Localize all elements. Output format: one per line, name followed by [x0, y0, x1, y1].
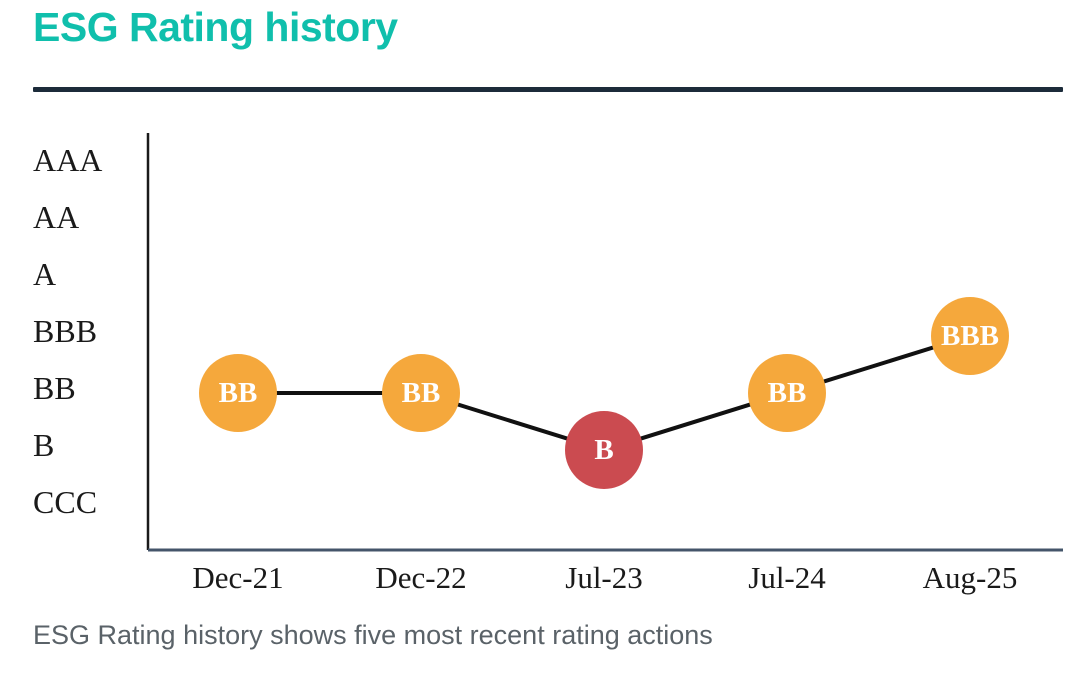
x-axis-label: Jul-24 [748, 560, 826, 595]
rating-point-label: B [594, 434, 613, 466]
x-axis-label: Aug-25 [923, 560, 1018, 595]
y-axis-label: BB [33, 370, 76, 406]
chart-caption: ESG Rating history shows five most recen… [33, 620, 713, 650]
page-title: ESG Rating history [33, 4, 398, 50]
rating-point-label: BB [219, 377, 258, 409]
x-axis-label: Dec-22 [375, 560, 466, 595]
rating-point [565, 411, 643, 489]
rating-point [199, 354, 277, 432]
y-axis-label: B [33, 427, 54, 463]
y-axis-label: A [33, 256, 56, 292]
rating-point [748, 354, 826, 432]
rating-point [931, 297, 1009, 375]
x-axis-label: Jul-23 [565, 560, 643, 595]
rating-point-label: BBB [941, 320, 999, 352]
rating-point [382, 354, 460, 432]
y-axis-label: AA [33, 199, 79, 235]
x-axis-label: Dec-21 [192, 560, 283, 595]
y-axis-label: BBB [33, 313, 97, 349]
title-divider [33, 87, 1063, 92]
y-axis-label: AAA [33, 142, 102, 178]
rating-point-label: BB [402, 377, 441, 409]
rating-point-label: BB [768, 377, 807, 409]
y-axis-label: CCC [33, 484, 97, 520]
